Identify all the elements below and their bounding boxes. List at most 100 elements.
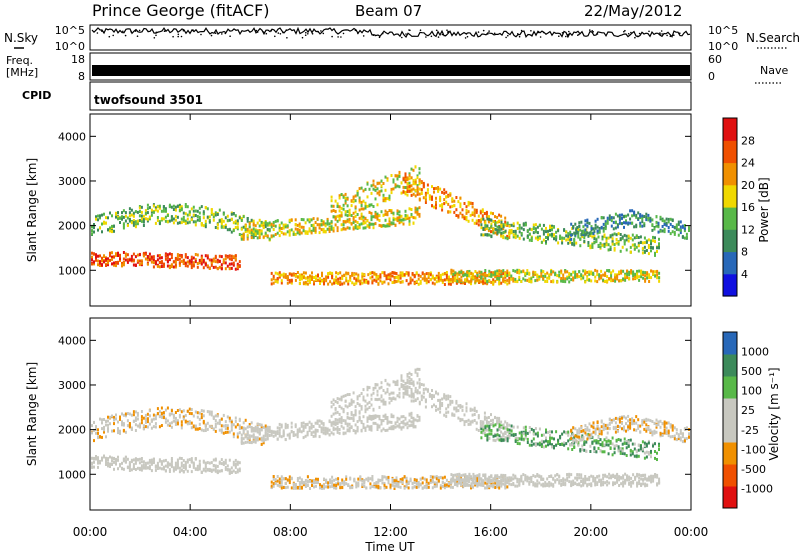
echo-cell (370, 216, 373, 219)
echo-cell (618, 270, 621, 274)
echo-cell (184, 464, 187, 468)
echo-cell (111, 214, 113, 218)
echo-cell (212, 468, 215, 472)
echo-cell (206, 427, 209, 431)
echo-cell (306, 279, 309, 283)
echo-cell (353, 282, 356, 286)
echo-cell (208, 258, 211, 262)
echo-cell (320, 430, 323, 434)
echo-cell (396, 184, 399, 188)
freq-label-2: [MHz] (6, 66, 38, 79)
echo-cell (198, 459, 201, 463)
echo-cell (490, 222, 493, 226)
echo-cell (140, 205, 143, 209)
echo-cell (542, 229, 545, 233)
echo-cell (651, 223, 654, 227)
echo-cell (386, 382, 389, 386)
echo-cell (130, 413, 133, 417)
echo-cell (336, 219, 339, 223)
nsearch-dot (596, 33, 599, 35)
echo-cell (176, 464, 179, 468)
echo-cell (262, 441, 265, 445)
echo-cell (152, 204, 155, 208)
echo-cell (330, 414, 333, 418)
echo-cell (340, 193, 343, 196)
echo-cell (188, 220, 191, 224)
echo-cell (338, 417, 341, 421)
echo-cell (561, 239, 564, 242)
echo-cell (401, 280, 404, 284)
echo-cell (618, 213, 621, 217)
echo-cell (665, 217, 668, 221)
echo-cell (555, 230, 558, 234)
nsearch-dot (520, 29, 523, 32)
echo-cell (496, 419, 499, 423)
echo-cell (170, 412, 173, 416)
echo-cell (172, 419, 175, 423)
echo-cell (593, 230, 596, 234)
echo-cell (416, 414, 419, 418)
echo-cell (356, 193, 359, 197)
beam-title: Beam 07 (355, 2, 422, 20)
echo-cell (238, 427, 241, 430)
echo-cell (482, 421, 485, 425)
echo-cell (399, 480, 402, 484)
echo-cell (400, 374, 403, 378)
echo-cell (651, 218, 654, 222)
echo-cell (606, 216, 609, 220)
echo-cell (152, 417, 155, 421)
echo-cell (490, 419, 492, 423)
echo-cell (393, 271, 396, 275)
echo-cell (589, 246, 592, 250)
echo-cell (616, 225, 619, 229)
echo-cell (248, 229, 251, 233)
echo-cell (461, 213, 464, 217)
echo-cell (244, 224, 247, 228)
echo-cell (418, 382, 421, 386)
echo-cell (462, 271, 465, 275)
echo-cell (300, 277, 303, 281)
echo-cell (109, 251, 111, 255)
echo-cell (582, 274, 585, 278)
nsearch-dot (638, 32, 641, 35)
echo-cell (276, 272, 279, 276)
echo-cell (105, 456, 107, 460)
echo-cell (208, 219, 211, 222)
echo-cell (608, 214, 611, 218)
echo-cell (148, 217, 151, 221)
echo-cell (362, 199, 365, 203)
echo-cell (428, 392, 431, 396)
echo-cell (402, 218, 405, 222)
echo-cell (198, 206, 201, 210)
echo-cell (468, 270, 471, 273)
echo-cell (532, 231, 535, 235)
echo-cell (188, 210, 191, 214)
echo-cell (302, 218, 305, 222)
echo-cell (192, 205, 195, 209)
echo-cell (332, 229, 335, 233)
echo-cell (174, 411, 177, 414)
date-title: 22/May/2012 (584, 2, 682, 20)
echo-cell (232, 261, 235, 265)
echo-cell (358, 226, 361, 230)
echo-cell (443, 272, 446, 275)
echo-cell (115, 462, 117, 466)
echo-cell (134, 220, 137, 224)
echo-cell (418, 178, 421, 182)
echo-cell (424, 399, 427, 402)
echo-cell (482, 428, 485, 432)
echo-cell (284, 275, 287, 279)
echo-cell (126, 457, 129, 461)
echo-cell (496, 215, 499, 219)
echo-cell (604, 273, 607, 277)
echo-cell (412, 182, 415, 185)
echo-cell (401, 271, 404, 275)
echo-cell (162, 459, 165, 463)
echo-cell (362, 207, 365, 211)
echo-cell (392, 222, 395, 226)
echo-cell (416, 176, 419, 180)
echo-cell (107, 261, 109, 265)
echo-cell (658, 279, 661, 283)
echo-cell (415, 272, 418, 276)
echo-cell (426, 389, 429, 393)
